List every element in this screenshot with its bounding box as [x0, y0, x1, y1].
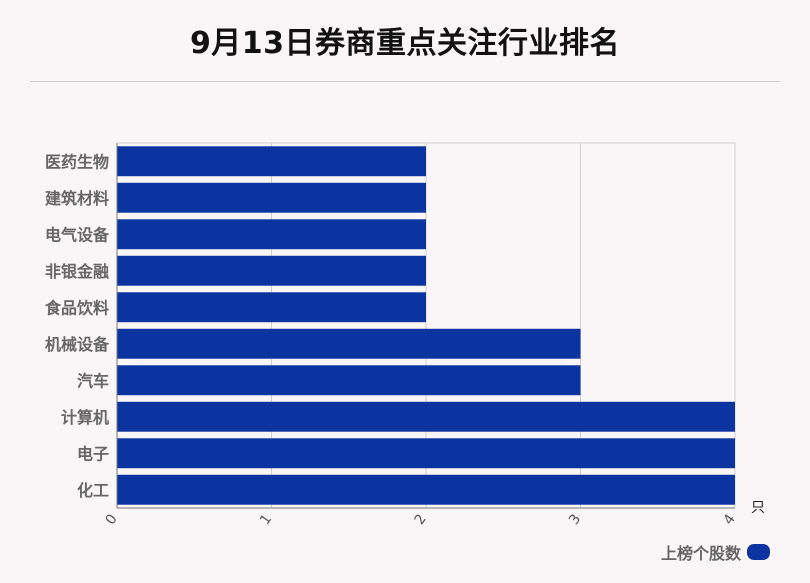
bar [117, 292, 426, 323]
x-tick-label: 4 [721, 511, 739, 528]
bar [117, 219, 426, 250]
category-label: 电气设备 [45, 225, 110, 244]
category-label: 电子 [77, 444, 109, 463]
category-label: 食品饮料 [44, 298, 109, 317]
x-tick-label: 0 [103, 511, 121, 527]
bar [117, 474, 735, 505]
bar [117, 182, 426, 213]
category-label: 医药生物 [45, 152, 109, 171]
bar [117, 328, 581, 359]
legend-swatch [747, 544, 770, 560]
legend-label: 上榜个股数 [660, 544, 741, 563]
bar [117, 146, 426, 177]
category-label: 建筑材料 [45, 189, 109, 208]
chart-title: 9月13日券商重点关注行业排名 [189, 26, 621, 61]
category-label: 机械设备 [45, 335, 110, 354]
x-unit-label: 只 [751, 500, 765, 516]
bar [117, 255, 426, 286]
category-label: 汽车 [77, 371, 109, 390]
legend[interactable]: 上榜个股数 [661, 540, 770, 564]
x-tick-label: 2 [412, 511, 430, 527]
x-tick-label: 3 [566, 511, 584, 527]
bar [117, 365, 581, 396]
category-label: 非银金融 [45, 262, 109, 281]
x-tick-label: 1 [257, 511, 275, 527]
title-divider [30, 81, 780, 82]
bar [117, 401, 735, 432]
category-label: 计算机 [61, 408, 109, 427]
category-label: 化工 [77, 481, 109, 500]
bar [117, 438, 735, 469]
